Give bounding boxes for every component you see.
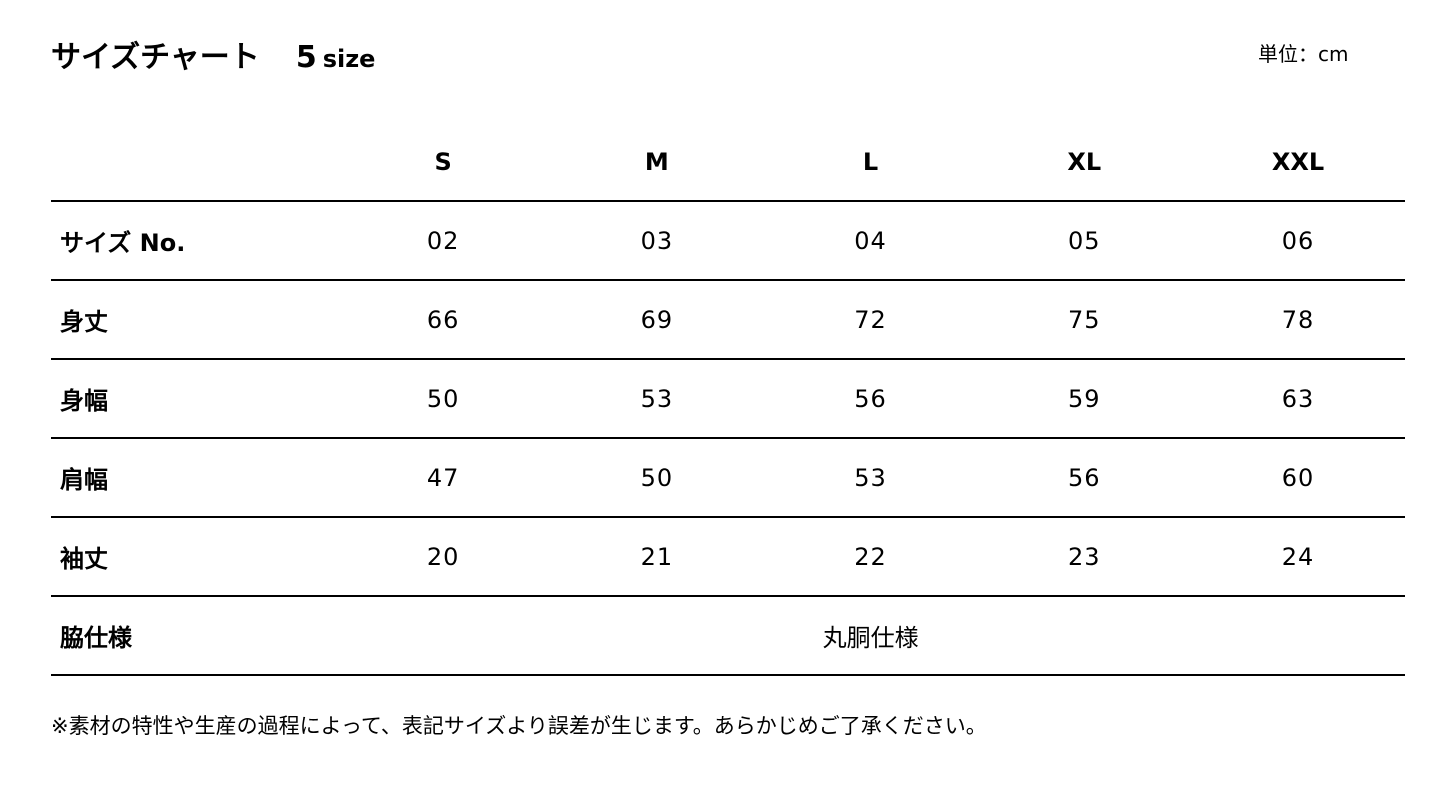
side-spec-value: 丸胴仕様 <box>336 595 1405 676</box>
header-size: M <box>644 147 669 176</box>
row-label: 身幅 <box>51 358 337 438</box>
table-row-side-spec: 脇仕様 丸胴仕様 <box>51 595 1405 676</box>
size-table: S M L XL XXL サイズ No. 02 03 04 05 06 身丈 6… <box>51 123 1405 676</box>
row-label: サイズ No. <box>51 200 337 280</box>
cell: 53 <box>763 437 978 517</box>
cell: 63 <box>1191 358 1405 438</box>
page-title: サイズチャート 5 size <box>51 32 375 76</box>
cell: 69 <box>550 279 764 359</box>
cell: 72 <box>763 279 978 359</box>
cell: 05 <box>977 200 1192 280</box>
row-label: 肩幅 <box>51 437 337 517</box>
cell: 03 <box>550 200 764 280</box>
cell: 60 <box>1191 437 1405 517</box>
unit-label: 単位：cm <box>1258 42 1349 66</box>
cell: 04 <box>763 200 978 280</box>
size-count: 5 size <box>296 40 376 75</box>
cell: 02 <box>336 200 551 280</box>
cell: 78 <box>1191 279 1405 359</box>
cell: 66 <box>336 279 551 359</box>
row-label: 袖丈 <box>51 516 337 596</box>
cell: 20 <box>336 516 551 596</box>
disclaimer-note: ※素材の特性や生産の過程によって、表記サイズより誤差が生じます。あらかじめご了承… <box>51 714 987 738</box>
table-row: 身幅 50 53 56 59 63 <box>51 358 1405 438</box>
table-row: 身丈 66 69 72 75 78 <box>51 279 1405 359</box>
cell: 50 <box>336 358 551 438</box>
table-row: 肩幅 47 50 53 56 60 <box>51 437 1405 517</box>
table-row: サイズ No. 02 03 04 05 06 <box>51 200 1405 280</box>
header-size: S <box>434 147 452 176</box>
cell: 56 <box>977 437 1192 517</box>
size-count-unit: size <box>322 45 376 73</box>
cell: 56 <box>763 358 978 438</box>
cell: 53 <box>550 358 764 438</box>
cell: 50 <box>550 437 764 517</box>
header-empty <box>51 123 336 201</box>
cell: 06 <box>1191 200 1405 280</box>
cell: 59 <box>977 358 1192 438</box>
title-text: サイズチャート <box>51 40 260 75</box>
cell: 75 <box>977 279 1192 359</box>
header-size: XXL <box>1271 147 1325 176</box>
cell: 22 <box>763 516 978 596</box>
row-label: 身丈 <box>51 279 337 359</box>
cell: 21 <box>550 516 764 596</box>
header-size: XL <box>1067 147 1102 176</box>
header-row: S M L XL XXL <box>51 123 1405 201</box>
table-row: 袖丈 20 21 22 23 24 <box>51 516 1405 596</box>
row-label: 脇仕様 <box>51 595 337 676</box>
header-size: L <box>862 147 879 176</box>
cell: 47 <box>336 437 551 517</box>
cell: 23 <box>977 516 1192 596</box>
size-count-number: 5 <box>295 40 317 75</box>
cell: 24 <box>1191 516 1405 596</box>
